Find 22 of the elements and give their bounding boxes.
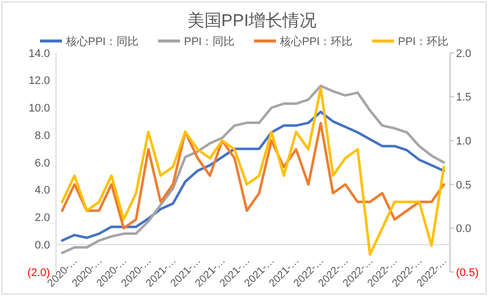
- y2-tick-label: 0.0: [456, 223, 472, 236]
- y2-tick-label: 2.0: [456, 48, 472, 60]
- legend-label: 核心PPI：同比: [65, 35, 139, 48]
- y2-tick-label: 0.5: [456, 179, 472, 192]
- y-tick-label: 10.0: [28, 102, 50, 115]
- y-tick-label: 14.0: [28, 48, 50, 60]
- y2-tick-label: 1.5: [456, 92, 472, 104]
- y-tick-label: 6.0: [34, 157, 50, 170]
- legend-label: PPI：环比: [398, 35, 449, 48]
- y-tick-label: 4.0: [34, 184, 50, 197]
- y2-tick-label: (0.5): [456, 266, 479, 279]
- y-tick-label: 12.0: [28, 75, 50, 88]
- y-tick-label: 0.0: [34, 239, 50, 252]
- y2-tick-label: 1.0: [456, 135, 472, 148]
- line-series: [60, 122, 446, 230]
- y-tick-label: 8.0: [34, 130, 50, 142]
- line-series: [60, 110, 446, 242]
- y-tick-label: (2.0): [27, 266, 50, 279]
- legend-label: PPI：同比: [184, 35, 235, 48]
- legend-label: 核心PPI：环比: [279, 35, 353, 48]
- chart-title: 美国PPI增长情况: [187, 11, 317, 30]
- y-tick-label: 2.0: [34, 212, 50, 224]
